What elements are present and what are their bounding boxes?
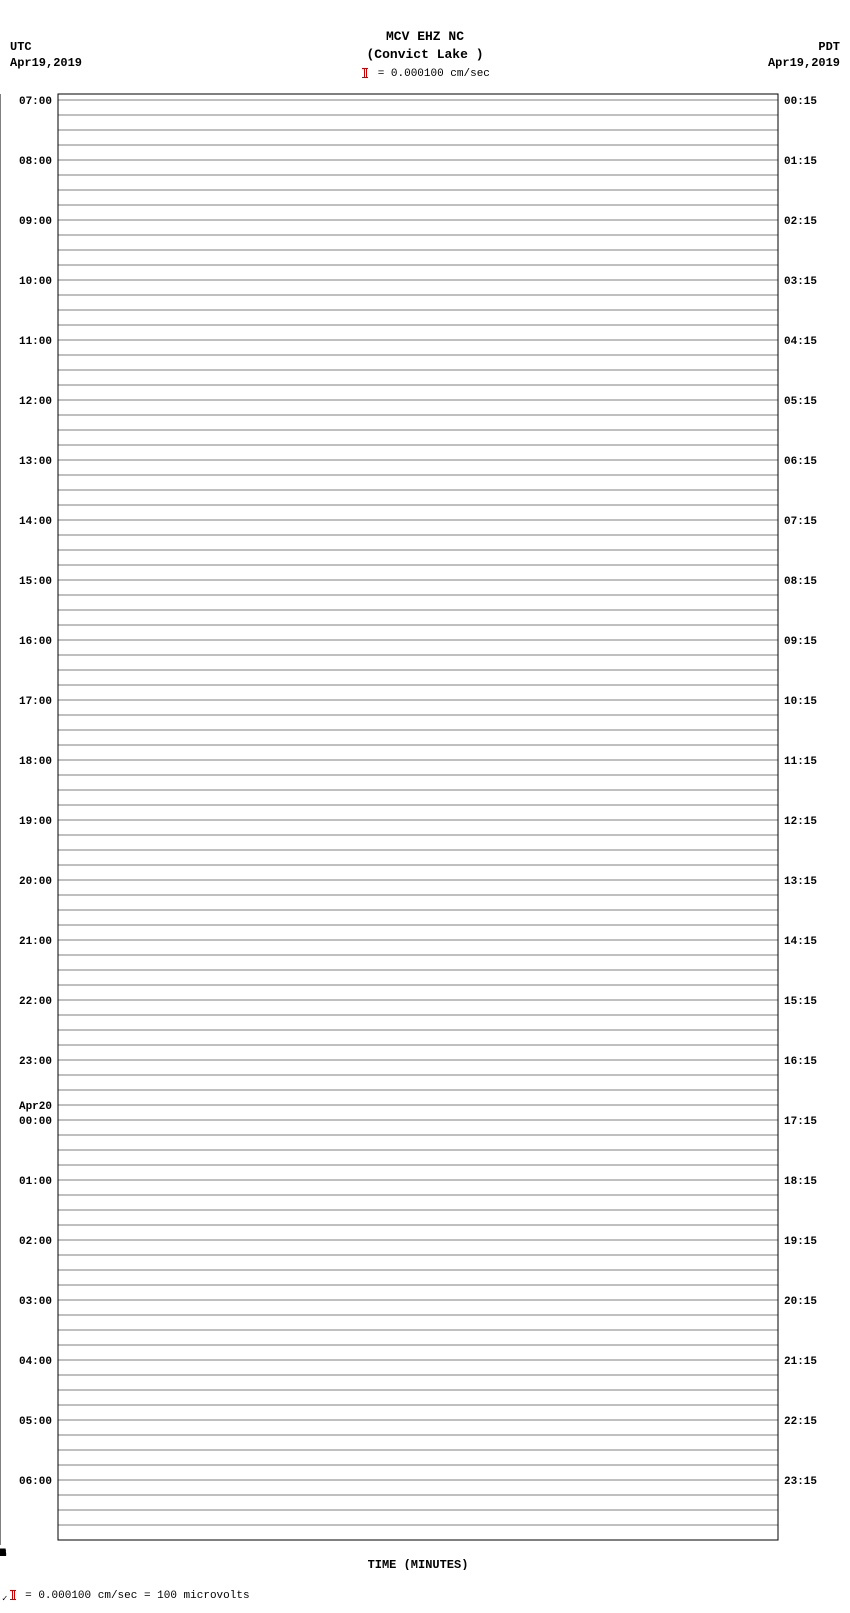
- svg-text:06:00: 06:00: [19, 1476, 52, 1488]
- svg-text:10:15: 10:15: [784, 696, 817, 708]
- svg-text:16:15: 16:15: [784, 1056, 817, 1068]
- scale-indicator: = 0.000100 cm/sec: [0, 68, 850, 80]
- svg-text:13:00: 13:00: [19, 456, 52, 468]
- tz-right-date: Apr19,2019: [768, 56, 840, 72]
- svg-text:19:00: 19:00: [19, 816, 52, 828]
- svg-text:23:15: 23:15: [784, 1476, 817, 1488]
- svg-text:21:15: 21:15: [784, 1356, 817, 1368]
- svg-text:13:15: 13:15: [784, 876, 817, 888]
- tz-left-block: UTC Apr19,2019: [10, 40, 82, 71]
- svg-text:00:15: 00:15: [784, 96, 817, 108]
- svg-text:14:00: 14:00: [19, 516, 52, 528]
- svg-text:11:00: 11:00: [19, 336, 52, 348]
- svg-text:09:15: 09:15: [784, 636, 817, 648]
- svg-text:16:00: 16:00: [19, 636, 52, 648]
- plot-header: MCV EHZ NC (Convict Lake ): [0, 0, 850, 64]
- svg-text:04:15: 04:15: [784, 336, 817, 348]
- seismogram-svg: 0123456789101112131415TIME (MINUTES)07:0…: [0, 88, 836, 1570]
- tz-right-label: PDT: [768, 40, 840, 56]
- station-location: (Convict Lake ): [0, 46, 850, 64]
- footer-scale-bar-icon: [12, 1590, 15, 1600]
- tz-left-date: Apr19,2019: [10, 56, 82, 72]
- svg-text:22:00: 22:00: [19, 996, 52, 1008]
- svg-text:07:00: 07:00: [19, 96, 52, 108]
- svg-text:03:00: 03:00: [19, 1296, 52, 1308]
- footer-text: = 0.000100 cm/sec = 100 microvolts: [25, 1590, 249, 1602]
- svg-text:23:00: 23:00: [19, 1056, 52, 1068]
- svg-text:19:15: 19:15: [784, 1236, 817, 1248]
- svg-text:22:15: 22:15: [784, 1416, 817, 1428]
- station-code: MCV EHZ NC: [0, 28, 850, 46]
- plot-area: 0123456789101112131415TIME (MINUTES)07:0…: [0, 88, 850, 1570]
- svg-text:10:00: 10:00: [19, 276, 52, 288]
- svg-text:15:00: 15:00: [19, 576, 52, 588]
- svg-text:18:15: 18:15: [784, 1176, 817, 1188]
- svg-text:20:15: 20:15: [784, 1296, 817, 1308]
- svg-text:18:00: 18:00: [19, 756, 52, 768]
- svg-text:01:15: 01:15: [784, 156, 817, 168]
- svg-text:11:15: 11:15: [784, 756, 817, 768]
- tz-left-label: UTC: [10, 40, 82, 56]
- svg-text:07:15: 07:15: [784, 516, 817, 528]
- svg-text:05:15: 05:15: [784, 396, 817, 408]
- svg-text:08:00: 08:00: [19, 156, 52, 168]
- footer-scale: ✓ = 0.000100 cm/sec = 100 microvolts: [0, 1590, 850, 1604]
- svg-text:TIME (MINUTES): TIME (MINUTES): [368, 1558, 469, 1570]
- svg-text:17:00: 17:00: [19, 696, 52, 708]
- svg-text:09:00: 09:00: [19, 216, 52, 228]
- svg-text:15:15: 15:15: [784, 996, 817, 1008]
- svg-text:02:00: 02:00: [19, 1236, 52, 1248]
- scale-text: = 0.000100 cm/sec: [378, 68, 490, 80]
- svg-text:14:15: 14:15: [784, 936, 817, 948]
- scale-bar-icon: [364, 68, 367, 78]
- svg-text:01:00: 01:00: [19, 1176, 52, 1188]
- svg-text:04:00: 04:00: [19, 1356, 52, 1368]
- svg-text:05:00: 05:00: [19, 1416, 52, 1428]
- svg-text:12:15: 12:15: [784, 816, 817, 828]
- svg-text:03:15: 03:15: [784, 276, 817, 288]
- svg-text:00:00: 00:00: [19, 1116, 52, 1128]
- svg-text:08:15: 08:15: [784, 576, 817, 588]
- svg-text:02:15: 02:15: [784, 216, 817, 228]
- svg-text:Apr20: Apr20: [19, 1101, 52, 1113]
- tz-right-block: PDT Apr19,2019: [768, 40, 840, 71]
- svg-text:15: 15: [0, 1548, 7, 1560]
- svg-text:20:00: 20:00: [19, 876, 52, 888]
- seismogram-container: UTC Apr19,2019 PDT Apr19,2019 MCV EHZ NC…: [0, 0, 850, 1605]
- svg-text:17:15: 17:15: [784, 1116, 817, 1128]
- svg-text:21:00: 21:00: [19, 936, 52, 948]
- svg-text:06:15: 06:15: [784, 456, 817, 468]
- svg-text:12:00: 12:00: [19, 396, 52, 408]
